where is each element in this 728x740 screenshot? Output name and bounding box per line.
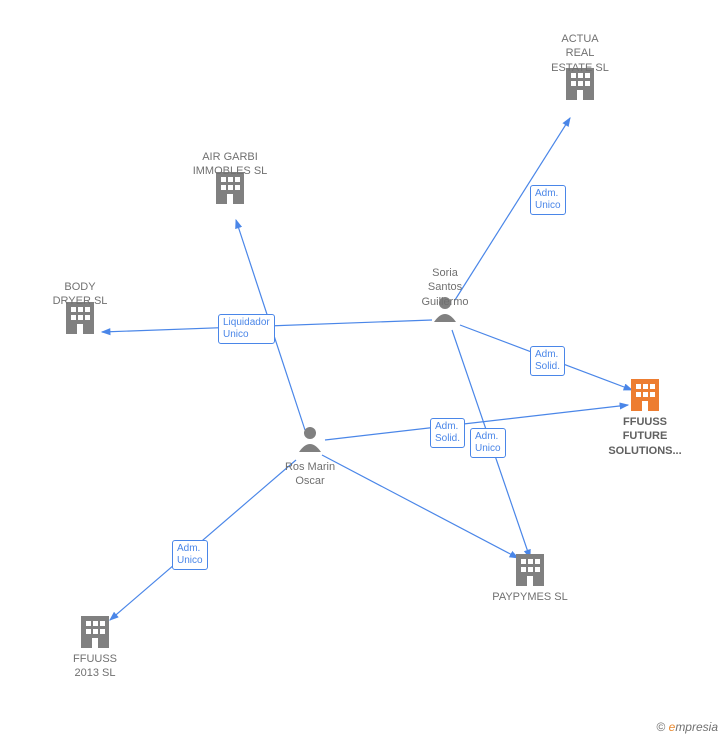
node-actua[interactable]: ACTUAREALESTATE SL [520,32,640,75]
edge-label: Adm.Unico [172,540,208,570]
diagram-canvas [0,0,728,740]
node-label-line: PAYPYMES SL [470,590,590,604]
node-ffuture[interactable]: FFUUSSFUTURESOLUTIONS... [585,415,705,458]
node-label-line: IMMOBLES SL [170,164,290,178]
brand-rest: mpresia [675,720,718,734]
copyright-symbol: © [656,720,665,734]
node-label-line: FFUUSS [35,652,155,666]
node-label-line: Guillermo [385,295,505,309]
edge-label: Adm.Solid. [530,346,565,376]
node-label-line: AIR GARBI [170,150,290,164]
node-ffuuss2013[interactable]: FFUUSS2013 SL [35,652,155,681]
node-paypymes[interactable]: PAYPYMES SL [470,590,590,604]
node-label-line: FUTURE [585,429,705,443]
node-label-line: DRYER SL [20,294,140,308]
building-icon [631,379,659,411]
node-label-line: BODY [20,280,140,294]
node-label-line: SOLUTIONS... [585,444,705,458]
node-label-line: REAL [520,46,640,60]
node-label-line: Oscar [250,474,370,488]
edge-label: LiquidadorUnico [218,314,275,344]
node-soria[interactable]: SoriaSantosGuillermo [385,266,505,309]
edge-label: Adm.Unico [470,428,506,458]
node-label-line: Soria [385,266,505,280]
node-ros[interactable]: Ros MarinOscar [250,460,370,489]
edge-label: Adm.Solid. [430,418,465,448]
node-airgarbi[interactable]: AIR GARBIIMMOBLES SL [170,150,290,179]
copyright: © empresia [656,720,718,734]
building-icon [81,616,109,648]
node-label-line: ESTATE SL [520,61,640,75]
node-label-line: Santos [385,280,505,294]
building-icon [516,554,544,586]
node-label-line: FFUUSS [585,415,705,429]
node-body[interactable]: BODYDRYER SL [20,280,140,309]
node-label-line: 2013 SL [35,666,155,680]
node-label-line: Ros Marin [250,460,370,474]
node-label-line: ACTUA [520,32,640,46]
edge-label: Adm.Unico [530,185,566,215]
person-icon [299,427,321,452]
